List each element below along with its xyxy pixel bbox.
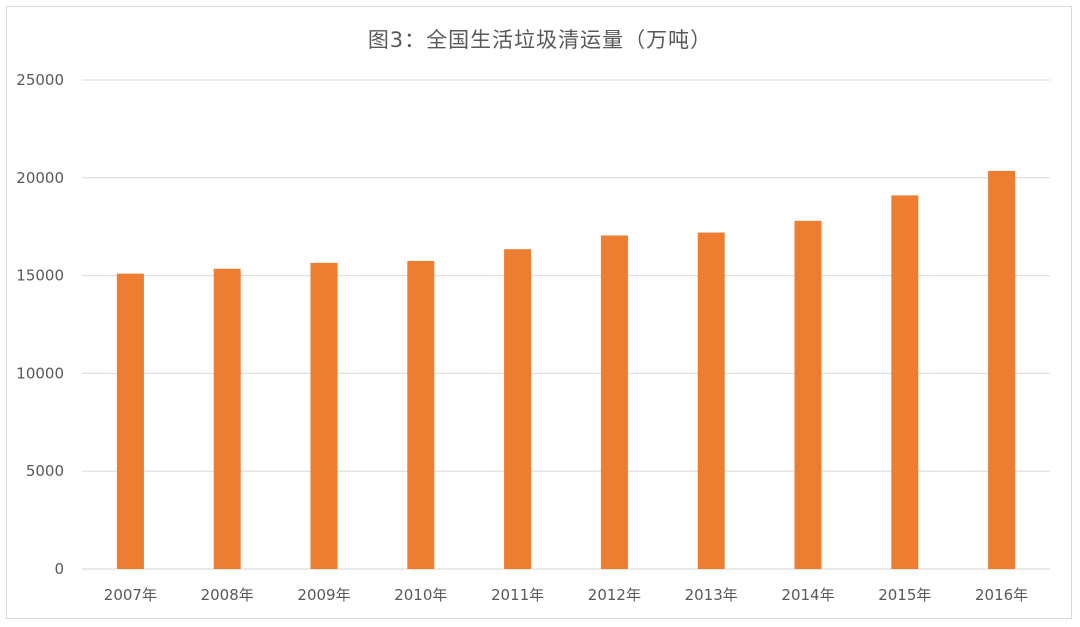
x-tick-label: 2010年 bbox=[394, 586, 447, 604]
chart-title: 图3：全国生活垃圾清运量（万吨） bbox=[367, 28, 713, 52]
bars bbox=[116, 170, 1016, 570]
bar bbox=[600, 235, 628, 569]
x-tick-label: 2013年 bbox=[685, 586, 738, 604]
y-tick-label: 20000 bbox=[16, 169, 64, 187]
bar bbox=[988, 170, 1016, 570]
y-tick-label: 25000 bbox=[16, 71, 64, 89]
x-axis-tick-labels: 2007年 2008年 2009年 2010年 2011年 2012年 2013年 2014年… bbox=[104, 586, 1028, 604]
x-tick-label: 2015年 bbox=[878, 586, 931, 604]
x-tick-label: 2014年 bbox=[781, 586, 834, 604]
y-tick-label: 0 bbox=[54, 560, 64, 578]
bar bbox=[407, 260, 435, 569]
bar bbox=[116, 273, 144, 569]
bar bbox=[213, 268, 241, 569]
x-tick-label: 2009年 bbox=[297, 586, 350, 604]
bar bbox=[697, 232, 725, 569]
y-tick-label: 5000 bbox=[26, 462, 64, 480]
bar bbox=[794, 220, 822, 569]
y-axis-tick-labels: 0 5000 10000 15000 20000 25000 bbox=[16, 71, 64, 578]
x-tick-label: 2008年 bbox=[201, 586, 254, 604]
gridlines bbox=[82, 79, 1050, 570]
y-tick-label: 10000 bbox=[16, 364, 64, 382]
x-tick-label: 2007年 bbox=[104, 586, 157, 604]
x-tick-label: 2016年 bbox=[975, 586, 1028, 604]
y-tick-label: 15000 bbox=[16, 267, 64, 285]
x-tick-label: 2011年 bbox=[491, 586, 544, 604]
bar bbox=[891, 195, 919, 570]
bar bbox=[310, 262, 338, 569]
x-tick-label: 2012年 bbox=[588, 586, 641, 604]
bar bbox=[504, 249, 532, 569]
